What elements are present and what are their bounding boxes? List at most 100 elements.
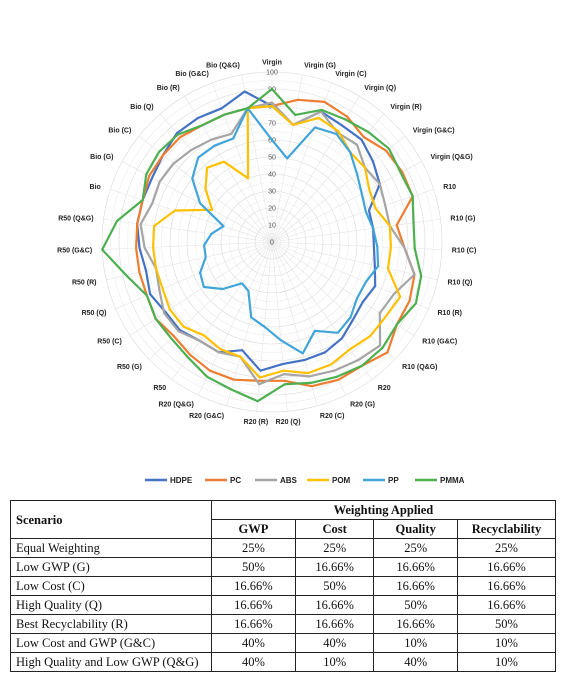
legend: HDPE PC ABS POM PP PMMA (145, 476, 465, 485)
axis-label: R50 (R) (72, 280, 97, 287)
grid-spoke (271, 241, 442, 250)
axis-label: R20 (C) (320, 413, 345, 420)
axis-label: R20 (R) (244, 419, 269, 426)
table-column-header-row: GWP Cost Quality Recyclability (11, 519, 557, 539)
axis-label: Bio (90, 184, 101, 191)
grid-spoke (271, 241, 347, 396)
grid-spoke (271, 241, 396, 360)
series-line-hdpe (136, 90, 381, 372)
axis-label: Virgin (C) (335, 71, 366, 78)
axis-label: Bio (C) (108, 127, 131, 134)
grid-spoke (148, 241, 273, 360)
radial-tick-label: 100 (266, 70, 278, 77)
table-row: Low GWP (G) 50% 16.66% 16.66% 16.66% (10, 557, 557, 577)
series-line-pom (152, 104, 402, 379)
axis-label: R50 (153, 385, 166, 392)
grid-spoke (271, 95, 360, 243)
axis-label: R50 (Q&G) (58, 215, 93, 222)
table-row: Low Cost (C) 16.66% 50% 16.66% 16.66% (10, 576, 557, 596)
axis-labels: Virgin Virgin (G) Virgin (C) Virgin (Q) Virg… (57, 60, 476, 426)
grid-spoke (129, 241, 273, 336)
axis-label: Bio (Q) (130, 104, 153, 111)
radial-tick-label: 50 (268, 155, 276, 162)
grid-spoke (271, 241, 288, 412)
table-row: Equal Weighting 25% 25% 25% 25% (10, 538, 557, 558)
radar-chart: Virgin Virgin (G) Virgin (C) Virgin (Q) Virg… (57, 60, 476, 486)
weight-cell: 16.66% (210, 576, 296, 596)
scenario-name: High Quality and Low GWP (Q&G) (10, 652, 212, 672)
axis-label: R10 (R) (438, 310, 463, 317)
legend-label: ABS (280, 476, 298, 485)
weight-cell: 16.66% (456, 595, 557, 615)
table-body: Equal Weighting 25% 25% 25% 25% Low GWP (G) 50… (10, 538, 557, 672)
scenario-name: Low Cost (C) (10, 576, 212, 596)
axis-label: Virgin (G&C) (413, 127, 455, 134)
axis-label: Virgin (G) (304, 62, 336, 69)
radial-tick-label: 40 (268, 172, 276, 179)
axis-label: R10 (G) (450, 215, 475, 222)
weighting-applied-header: Weighting Applied (210, 500, 557, 520)
series-line-pmma (101, 87, 423, 403)
axis-label: Bio (Q&G) (206, 62, 240, 69)
scenario-name: Low GWP (G) (10, 557, 212, 577)
axis-label: R10 (443, 184, 456, 191)
scenario-name: Low Cost and GWP (G&C) (10, 633, 212, 653)
axis-label: Virgin (R) (390, 104, 421, 111)
weight-cell: 40% (210, 652, 296, 672)
radial-tick-label: 70 (268, 121, 276, 128)
legend-label: HDPE (170, 476, 193, 485)
axis-label: R50 (G&C) (57, 248, 92, 255)
column-header: Quality (373, 519, 458, 539)
grid-spoke (102, 241, 273, 250)
grid-spoke (226, 241, 273, 406)
axis-label: R50 (G) (117, 364, 142, 371)
axis-label: R10 (G&C) (422, 339, 457, 346)
grid-spoke (122, 161, 273, 243)
axis-label: Bio (G) (90, 154, 113, 161)
grid-spoke (211, 82, 273, 243)
column-header: Cost (294, 519, 375, 539)
weight-cell: 40% (294, 633, 375, 653)
table-row: Low Cost and GWP (G&C) 40% 40% 10% 10% (10, 633, 557, 653)
weight-cell: 16.66% (294, 595, 375, 615)
axis-label: R20 (G) (350, 402, 375, 409)
legend-label: POM (332, 476, 351, 485)
grid-spoke (271, 241, 429, 310)
radial-tick-label: 10 (268, 223, 276, 230)
grid-spoke (271, 218, 441, 243)
grid-spoke (106, 241, 273, 281)
axis-label: Virgin (262, 60, 282, 67)
axis-label: R50 (C) (97, 339, 122, 346)
grid-spoke (171, 241, 273, 380)
series-line-abs (139, 101, 416, 386)
table-row: High Quality and Low GWP (Q&G) 40% 10% 40% 1… (10, 652, 557, 672)
weight-cell: 40% (210, 633, 296, 653)
grid-spoke (271, 241, 373, 380)
grid-spoke (271, 241, 415, 336)
column-header: GWP (210, 519, 296, 539)
grid-spoke (271, 241, 438, 281)
grid-spoke (271, 135, 406, 243)
column-header: Recyclability (456, 519, 557, 539)
weight-cell: 50% (294, 576, 375, 596)
legend-label: PP (388, 476, 399, 485)
weight-cell: 10% (373, 633, 458, 653)
grid-spoke (271, 189, 434, 243)
axis-label: R20 (Q&G) (158, 402, 193, 409)
axis-label: R50 (Q) (82, 310, 107, 317)
weight-cell: 25% (456, 538, 557, 558)
axis-label: R20 (G&C) (189, 413, 224, 420)
grid-spoke (241, 74, 273, 243)
weight-cell: 25% (373, 538, 458, 558)
weight-cell: 16.66% (210, 614, 296, 634)
axis-label: Bio (G&C) (175, 71, 208, 78)
series-line-pp (191, 107, 380, 355)
weight-cell: 50% (456, 614, 557, 634)
weight-cell: 16.66% (373, 557, 458, 577)
scenario-header: Scenario (10, 500, 212, 539)
grid-spoke (110, 189, 273, 243)
axis-label: R20 (378, 385, 391, 392)
grid-spoke (197, 241, 273, 396)
grid-spoke (103, 218, 273, 243)
weight-cell: 16.66% (456, 557, 557, 577)
